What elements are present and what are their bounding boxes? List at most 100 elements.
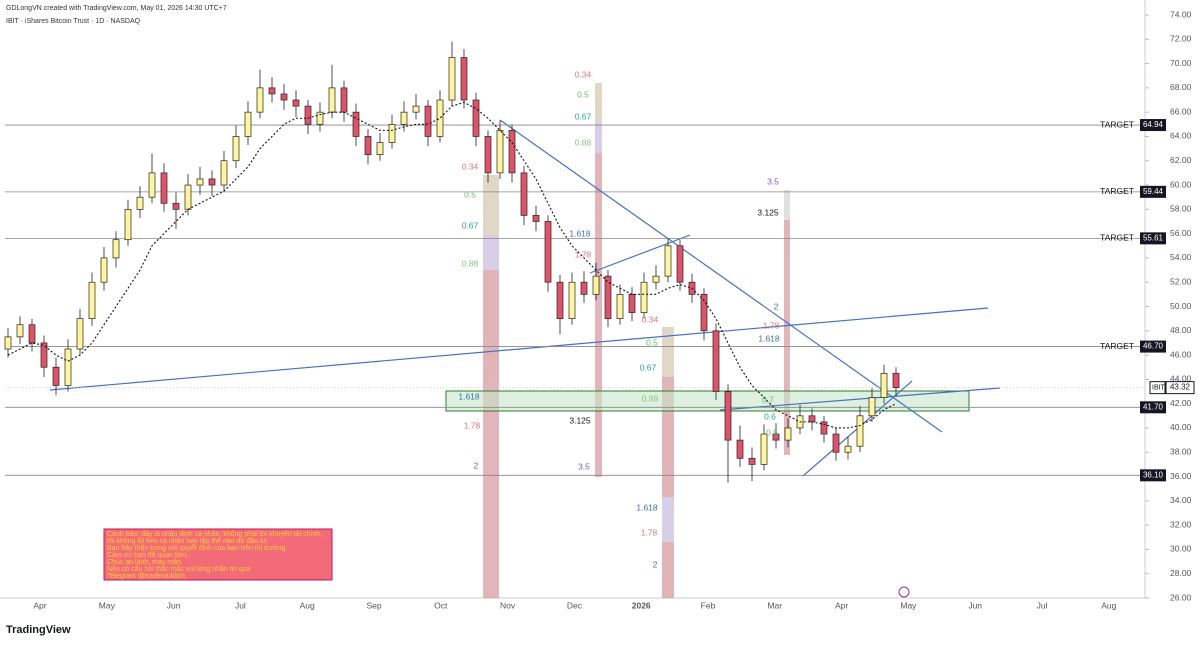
fib-bar: [595, 83, 602, 123]
x-tick-label: Sep: [366, 600, 381, 610]
credit: GDLongVN created with TradingView.com, M…: [6, 5, 227, 12]
y-tick-label: 56.00: [1170, 228, 1192, 238]
y-tick-label: 54.00: [1170, 252, 1192, 262]
trendline: [589, 234, 691, 274]
candle-body: [880, 372, 888, 398]
x-tick-label: Oct: [434, 600, 448, 610]
fib-bar: [483, 235, 499, 270]
support-zone: [445, 390, 970, 412]
disclaimer-line: Cảnh báo: đây là nhận định cá nhân, khôn…: [107, 531, 322, 538]
fib-label: 0.88: [462, 258, 479, 268]
moving-average: [7, 101, 897, 429]
fib-bar: [483, 175, 499, 235]
fib-label: 3.5: [578, 461, 590, 471]
x-tick-label: Jul: [235, 600, 246, 610]
y-tick-label: 42.00: [1170, 398, 1192, 408]
candle-body: [556, 281, 564, 319]
price-tag-box: [1165, 381, 1195, 395]
fib-label: 2: [474, 460, 479, 470]
fib-label: 0.5: [464, 189, 476, 199]
x-tick-label: Feb: [701, 600, 716, 610]
fib-label: 0.34: [642, 314, 659, 324]
fib-label: 0.67: [575, 111, 592, 121]
disclaimer-line: Telegram @traderduklich: [107, 573, 185, 580]
candle-body: [760, 433, 768, 465]
x-tick-label: May: [900, 600, 917, 610]
fib-label: 1.618: [758, 333, 780, 343]
disclaimer-line: Cảm ơn bạn đã quan tâm.: [107, 552, 189, 559]
candle-body: [268, 87, 276, 95]
candle-body: [280, 93, 288, 101]
candle-body: [736, 439, 744, 459]
fib-label: 1.618: [636, 502, 658, 512]
disclaimer-line: Nếu có câu hỏi thắc mắc vui lòng nhắn ti…: [107, 564, 251, 573]
candle-body: [808, 415, 816, 423]
disclaimer-line: tôi không lôi kéo cá nhân hay tập thể nà…: [107, 536, 269, 545]
candle-body: [544, 221, 552, 283]
fib-bar: [595, 153, 602, 477]
price-tag-box: [1140, 469, 1166, 482]
candle-body: [400, 111, 408, 125]
trendline: [49, 307, 989, 391]
price-tag-label: 36.10: [1143, 470, 1164, 479]
candle-body: [832, 433, 840, 453]
y-tick-label: 34.00: [1170, 495, 1192, 505]
candle-body: [328, 87, 336, 113]
candle-body: [76, 318, 84, 350]
candle-body: [592, 275, 600, 295]
candle-body: [484, 136, 492, 174]
price-tag-box: [1140, 185, 1166, 198]
candle-body: [772, 433, 780, 441]
fib-label: 0.7: [762, 394, 774, 404]
fib-bar: [784, 190, 790, 220]
fib-bars: [483, 83, 790, 598]
candle-body: [376, 142, 384, 156]
price-tag-label: 55.61: [1143, 233, 1164, 242]
event-icon: [898, 586, 910, 598]
candle-body: [712, 330, 720, 392]
fib-label: 1.78: [464, 420, 481, 430]
fib-label: 0.34: [575, 69, 592, 79]
candle-body: [136, 196, 144, 210]
target-note: TARGET: [1100, 233, 1134, 243]
candle-body: [244, 111, 252, 137]
x-tick-label: Apr: [33, 600, 46, 610]
candle-body: [616, 294, 624, 319]
y-tick-label: 62.00: [1170, 155, 1192, 165]
price-tag-box: [1149, 381, 1166, 395]
fib-label: 1.78: [763, 320, 780, 330]
candle-body: [16, 324, 24, 338]
fib-label: 0.67: [462, 220, 479, 230]
x-tick-label: Jul: [1037, 600, 1048, 610]
candle-body: [520, 172, 528, 216]
candle-body: [40, 342, 48, 368]
y-tick-label: 70.00: [1170, 58, 1192, 68]
candle-body: [868, 397, 876, 417]
fib-label: 0.5: [646, 337, 658, 347]
fib-bar: [662, 542, 674, 598]
candle-body: [436, 99, 444, 137]
fib-label: 0.67: [640, 362, 657, 372]
y-tick-label: 40.00: [1170, 422, 1192, 432]
y-tick-label: 68.00: [1170, 82, 1192, 92]
candle-body: [748, 457, 756, 465]
y-tick-label: 44.00: [1170, 374, 1192, 384]
price-tag-box: [1140, 119, 1166, 132]
fib-bar: [483, 270, 499, 598]
x-tick-label: Nov: [500, 600, 516, 610]
candle-body: [892, 372, 900, 388]
x-tick-label: Jun: [968, 600, 982, 610]
candle-body: [856, 415, 864, 447]
price-tag-label: 41.70: [1143, 402, 1164, 411]
price-tag-label: 59.44: [1143, 187, 1164, 196]
candle-body: [292, 99, 300, 107]
candle-body: [364, 136, 372, 156]
candle-body: [232, 136, 240, 162]
candle-body: [508, 130, 516, 174]
brand: TradingView: [6, 624, 71, 636]
y-tick-label: 38.00: [1170, 447, 1192, 457]
candle-body: [844, 445, 852, 453]
fib-label: 0.88: [642, 393, 659, 403]
x-tick-label: 2026: [632, 600, 651, 610]
candle-body: [160, 172, 168, 204]
